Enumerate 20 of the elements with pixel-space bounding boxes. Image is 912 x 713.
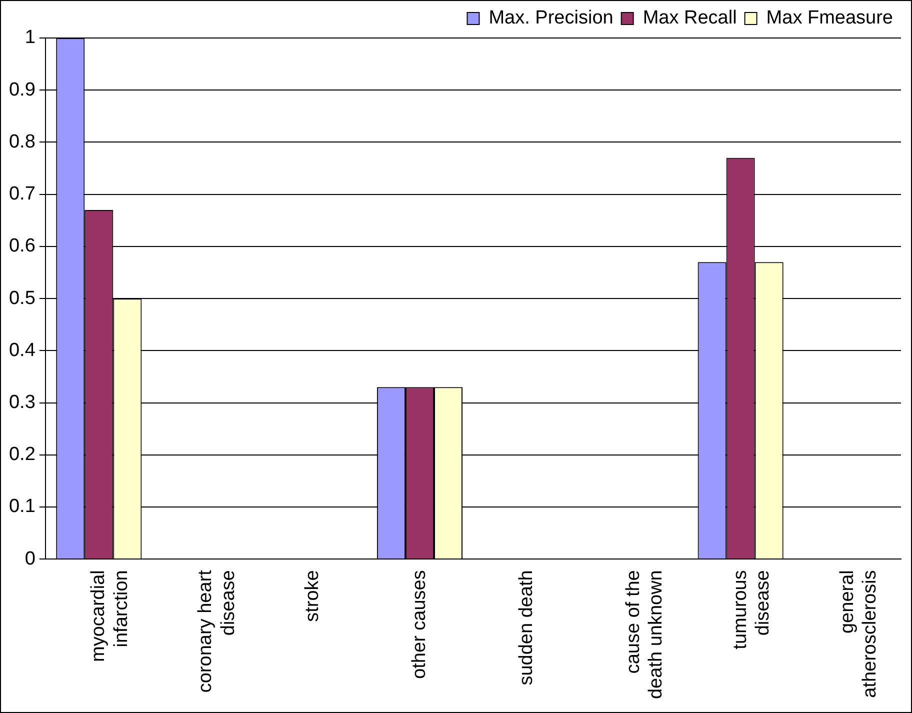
y-tick-label: 0.8 [8,131,36,152]
x-tick-label: tumurous disease [730,570,774,650]
y-tick-label: 0.4 [8,340,36,361]
y-tick-label: 0.5 [8,288,36,309]
legend-label: Max Fmeasure [766,8,893,29]
x-tick-label: myocardial infarction [88,570,132,662]
x-tick-label: other causes [408,570,430,679]
y-tick-label: 0.7 [8,184,36,205]
y-tick-label: 0.1 [8,496,36,518]
y-tick-label: 0 [24,548,36,570]
x-tick-label: coronary heart disease [195,569,239,693]
y-tick-label: 0.9 [8,79,36,100]
y-tick-label: 0.6 [8,236,36,257]
legend-label: Max. Precision [488,8,614,29]
x-tick-label: sudden death [516,570,537,686]
legend-label: Max Recall [642,8,737,29]
x-tick-label: stroke [302,570,324,622]
y-tick-label: 0.3 [8,392,36,414]
y-tick-label: 0.2 [8,444,36,466]
y-tick-label: 1 [24,27,36,48]
